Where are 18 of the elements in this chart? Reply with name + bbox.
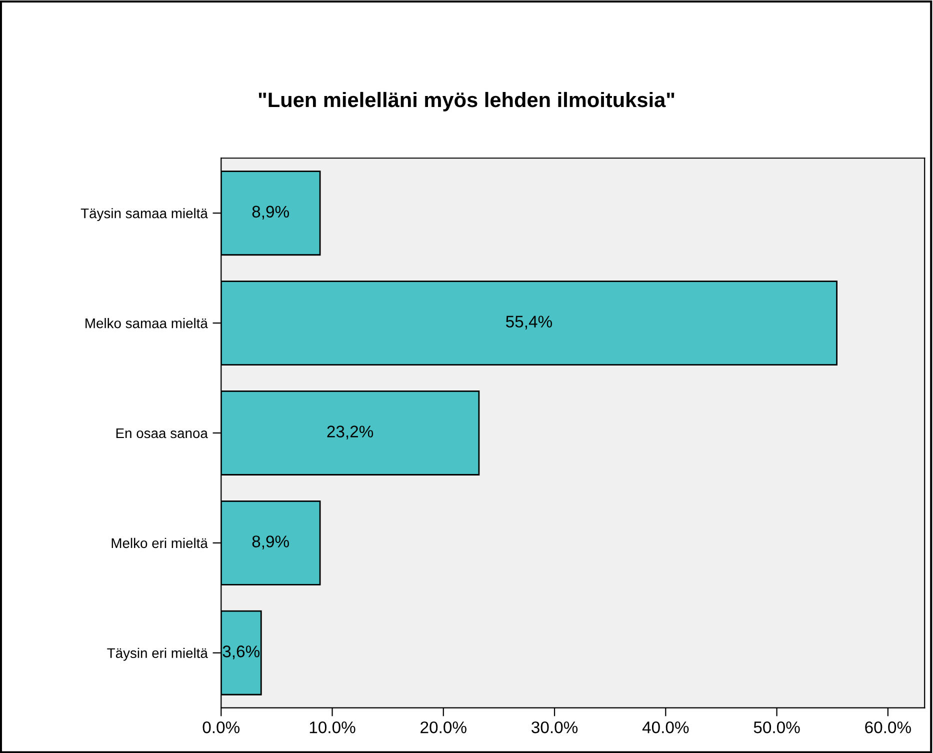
x-tick-label: 60.0%	[865, 721, 911, 734]
x-tick-label: 20.0%	[420, 721, 466, 734]
data-label: 55,4%	[506, 316, 552, 330]
chart-title: "Luen mielelläni myös lehden ilmoituksia"	[258, 92, 674, 112]
data-label: 23,2%	[327, 426, 374, 440]
x-tick-label: 50.0%	[754, 721, 800, 734]
y-tick-label: Melko eri mieltä	[112, 538, 208, 548]
y-tick-label: Melko samaa mieltä	[86, 318, 208, 328]
x-tick-label: 40.0%	[642, 721, 689, 734]
data-label: 8,9%	[252, 536, 289, 550]
data-label: 8,9%	[252, 206, 289, 220]
x-tick-label: 10.0%	[310, 721, 356, 734]
y-tick-label: Täysin eri mieltä	[107, 648, 208, 661]
x-tick-label: 30.0%	[532, 721, 578, 734]
data-label: 3,6%	[222, 646, 260, 660]
y-tick-label: En osaa sanoa	[116, 428, 208, 438]
y-tick-label: Täysin samaa mieltä	[80, 208, 208, 222]
x-tick-label: 0.0%	[202, 721, 240, 734]
